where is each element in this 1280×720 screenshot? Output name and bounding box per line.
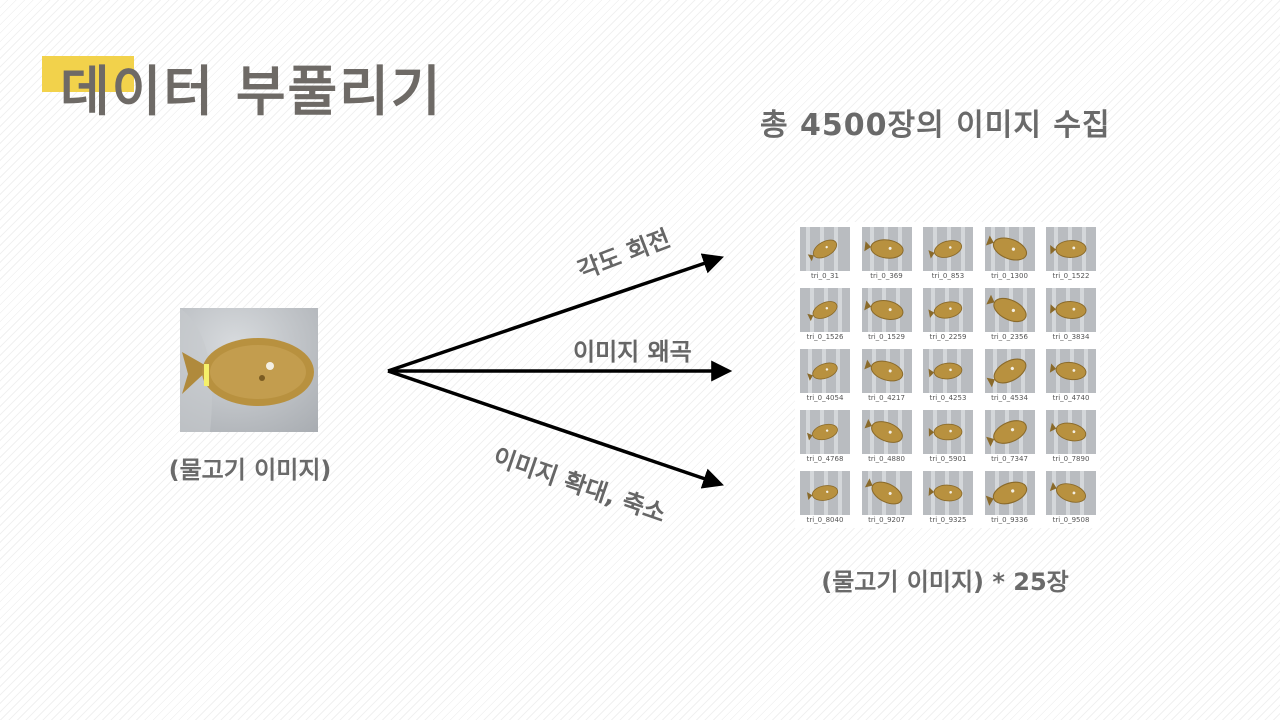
thumbnail-filename: tri_0_2356 (991, 333, 1028, 341)
thumbnail-image (923, 288, 973, 332)
thumbnail-image (984, 410, 1035, 454)
thumbnail-filename: tri_0_4217 (868, 394, 905, 402)
thumbnail-filename: tri_0_9336 (991, 516, 1028, 524)
thumbnail-21: tri_0_8040 (799, 469, 851, 530)
thumbnail-24: tri_0_9336 (984, 469, 1036, 530)
thumbnail-image (1046, 471, 1096, 515)
thumbnail-image (800, 288, 850, 332)
thumbnail-filename: tri_0_4253 (929, 394, 967, 402)
thumbnail-image (861, 288, 912, 332)
collection-heading: 총 4500장의 이미지 수집 (760, 108, 1111, 143)
thumbnail-image (923, 227, 973, 271)
thumbnail-image (861, 349, 912, 393)
thumbnail-image (923, 349, 973, 393)
grid-caption: (물고기 이미지) * 25장 (821, 568, 1069, 596)
thumbnail-image (800, 349, 850, 393)
thumbnail-filename: tri_0_1300 (991, 272, 1028, 280)
thumbnail-image (923, 410, 973, 454)
thumbnail-filename: tri_0_4054 (806, 394, 844, 402)
title-accent-bar (42, 56, 134, 92)
thumbnail-image (1046, 349, 1096, 393)
thumbnail-filename: tri_0_9207 (868, 516, 905, 524)
thumbnail-filename: tri_0_4768 (806, 455, 844, 463)
thumbnail-image (800, 410, 850, 454)
thumbnail-3: tri_0_853 (922, 225, 974, 286)
arrow-scale (387, 369, 724, 489)
thumbnail-17: tri_0_4880 (861, 408, 913, 469)
thumbnail-filename: tri_0_9508 (1052, 516, 1090, 524)
thumbnail-filename: tri_0_1526 (806, 333, 844, 341)
thumbnail-filename: tri_0_853 (931, 272, 965, 280)
thumbnail-10: tri_0_3834 (1045, 286, 1097, 347)
thumbnail-image (861, 410, 912, 454)
thumbnail-25: tri_0_9508 (1045, 469, 1097, 530)
thumbnail-image (861, 227, 912, 271)
thumbnail-filename: tri_0_1522 (1052, 272, 1090, 280)
source-caption: (물고기 이미지) (168, 456, 332, 484)
thumbnail-filename: tri_0_8040 (806, 516, 844, 524)
page-title: 데이터 부풀리기 (60, 60, 443, 123)
arrow-label-distort: 이미지 왜곡 (573, 338, 692, 366)
thumbnail-22: tri_0_9207 (861, 469, 913, 530)
thumbnail-12: tri_0_4217 (861, 347, 913, 408)
thumbnail-image (800, 227, 850, 271)
arrow-rotate (387, 253, 724, 373)
thumbnail-image (923, 471, 973, 515)
thumbnail-filename: tri_0_2259 (929, 333, 967, 341)
thumbnail-6: tri_0_1526 (799, 286, 851, 347)
title-area: 데이터 부풀리기 (42, 56, 443, 128)
thumbnail-filename: tri_0_369 (870, 272, 903, 280)
thumbnail-image (984, 227, 1035, 271)
thumbnail-14: tri_0_4534 (984, 347, 1036, 408)
thumbnail-2: tri_0_369 (861, 225, 913, 286)
thumbnail-filename: tri_0_4740 (1052, 394, 1090, 402)
thumbnail-7: tri_0_1529 (861, 286, 913, 347)
thumbnail-image (1046, 410, 1096, 454)
thumbnail-11: tri_0_4054 (799, 347, 851, 408)
thumbnail-filename: tri_0_7347 (991, 455, 1028, 463)
thumbnail-8: tri_0_2259 (922, 286, 974, 347)
thumbnail-image (861, 471, 912, 515)
thumbnail-image (984, 471, 1035, 515)
thumbnail-9: tri_0_2356 (984, 286, 1036, 347)
thumbnail-filename: tri_0_1529 (868, 333, 905, 341)
thumbnail-16: tri_0_4768 (799, 408, 851, 469)
thumbnail-image (984, 349, 1035, 393)
thumbnail-filename: tri_0_7890 (1052, 455, 1090, 463)
thumbnail-20: tri_0_7890 (1045, 408, 1097, 469)
thumbnail-filename: tri_0_4880 (868, 455, 905, 463)
thumbnail-23: tri_0_9325 (922, 469, 974, 530)
thumbnail-image (1046, 227, 1096, 271)
thumbnail-13: tri_0_4253 (922, 347, 974, 408)
thumbnail-19: tri_0_7347 (984, 408, 1036, 469)
thumbnail-15: tri_0_4740 (1045, 347, 1097, 408)
thumbnail-image (800, 471, 850, 515)
source-fish-image (180, 308, 318, 432)
thumbnail-4: tri_0_1300 (984, 225, 1036, 286)
thumbnail-filename: tri_0_9325 (929, 516, 967, 524)
thumbnail-5: tri_0_1522 (1045, 225, 1097, 286)
thumbnail-1: tri_0_31 (799, 225, 851, 286)
thumbnail-18: tri_0_5901 (922, 408, 974, 469)
thumbnail-filename: tri_0_3834 (1052, 333, 1090, 341)
thumbnail-image (984, 288, 1035, 332)
thumbnail-filename: tri_0_4534 (991, 394, 1028, 402)
thumbnail-filename: tri_0_31 (811, 272, 839, 280)
thumbnail-filename: tri_0_5901 (929, 455, 967, 463)
augmented-image-grid: tri_0_31 tri_0_369 tri_0_853 tri_0_1300 tri_… (795, 222, 1100, 528)
thumbnail-image (1046, 288, 1096, 332)
